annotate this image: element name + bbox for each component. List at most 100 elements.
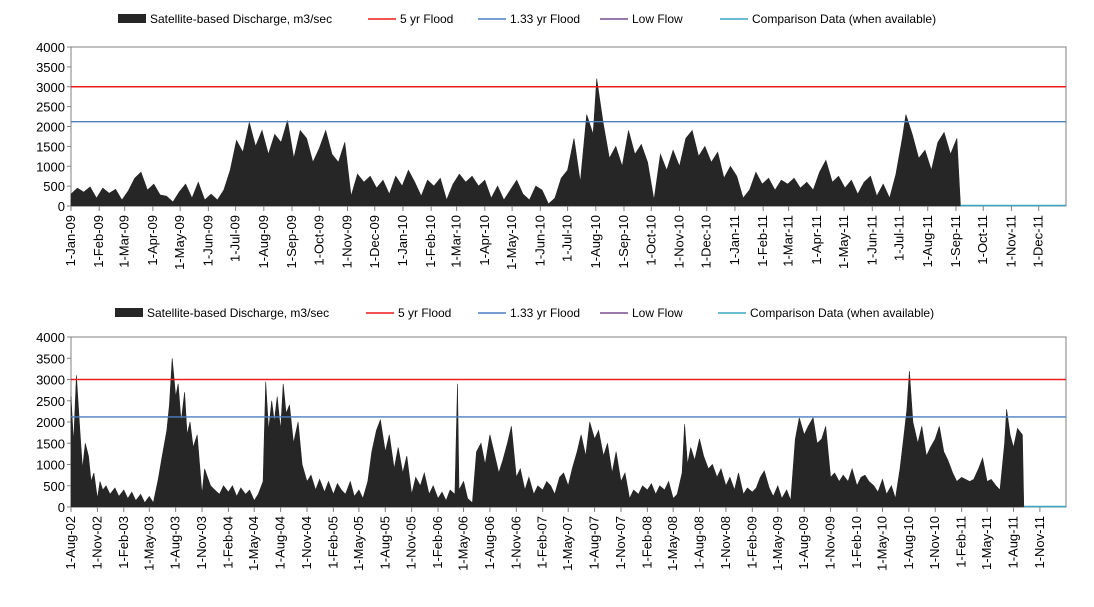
x-tick-label: 1-Oct-09: [311, 215, 326, 266]
x-tick-label: 1-Jun-11: [864, 215, 879, 265]
x-tick-label: 1-Feb-05: [325, 516, 340, 569]
x-tick-label: 1-Feb-09: [91, 215, 106, 268]
x-axis: 1-Jan-09 1-Feb-09 1-Mar-09 1-Apr-09 1-May-09…: [63, 206, 1046, 270]
series-discharge: [70, 78, 961, 207]
y-tick-label: 2500: [36, 394, 65, 409]
y-tick-label: 1000: [36, 458, 65, 473]
y-tick-label: 1500: [36, 139, 65, 154]
y-tick-label: 0: [58, 500, 65, 515]
legend-label: 5 yr Flood: [400, 12, 453, 26]
legend-label: Satellite-based Discharge, m3/sec: [150, 12, 332, 26]
x-tick-label: 1-Mar-11: [781, 215, 796, 267]
y-tick-label: 4000: [36, 330, 65, 345]
legend-label: Comparison Data (when available): [752, 12, 936, 26]
legend-swatch: [115, 308, 143, 317]
legend-item-comparison: Comparison Data (when available): [720, 12, 936, 26]
x-tick-label: 1-Mar-09: [117, 215, 132, 268]
x-tick-label: 1-Jan-09: [63, 215, 78, 266]
x-tick-label: 1-Apr-09: [145, 215, 160, 266]
x-tick-label: 1-Dec-09: [367, 215, 382, 268]
x-tick-label: 1-Oct-10: [643, 215, 658, 266]
legend-item-discharge: Satellite-based Discharge, m3/sec: [118, 12, 332, 26]
y-tick-label: 3000: [36, 80, 65, 95]
x-tick-label: 1-Aug-08: [692, 516, 707, 569]
x-tick-label: 1-Aug-10: [588, 215, 603, 268]
x-tick-label: 1-Apr-10: [477, 215, 492, 266]
x-tick-label: 1-Feb-08: [639, 516, 654, 569]
legend-label: 1.33 yr Flood: [510, 12, 580, 26]
x-tick-label: 1-Feb-06: [430, 516, 445, 569]
x-tick-label: 1-Nov-04: [299, 516, 314, 569]
legend-item-flood5: 5 yr Flood: [366, 306, 451, 320]
legend-label: Low Flow: [632, 306, 683, 320]
x-tick-label: 1-Aug-09: [256, 215, 271, 268]
x-tick-label: 1-May-11: [836, 215, 851, 269]
x-tick-label: 1-May-08: [665, 516, 680, 571]
x-tick-label: 1-Nov-03: [194, 516, 209, 569]
x-tick-label: 1-Feb-07: [535, 516, 550, 569]
y-axis: 0 500 1000 1500 2000 2500 3000 3500 4000: [36, 40, 71, 214]
x-tick-label: 1-Nov-09: [823, 516, 838, 569]
x-tick-label: 1-Aug-11: [1006, 516, 1021, 569]
legend-label: 1.33 yr Flood: [510, 306, 580, 320]
x-tick-label: 1-Aug-07: [587, 516, 602, 569]
legend-label: Low Flow: [632, 12, 683, 26]
x-tick-label: 1-Aug-10: [901, 516, 916, 569]
legend: Satellite-based Discharge, m3/sec 5 yr Fl…: [115, 306, 934, 320]
x-tick-label: 1-May-07: [560, 516, 575, 571]
legend-label: 5 yr Flood: [398, 306, 451, 320]
x-tick-label: 1-Feb-11: [755, 215, 770, 267]
y-tick-label: 2000: [36, 120, 65, 135]
x-tick-label: 1-Jun-09: [200, 215, 215, 266]
x-tick-label: 1-Sep-11: [948, 215, 963, 268]
x-tick-label: 1-May-09: [172, 215, 187, 270]
x-tick-label: 1-Mar-10: [449, 215, 464, 268]
x-tick-label: 1-Aug-05: [377, 516, 392, 569]
legend: Satellite-based Discharge, m3/sec 5 yr Fl…: [118, 12, 936, 26]
x-tick-label: 1-Nov-06: [508, 516, 523, 569]
x-tick-label: 1-Nov-10: [927, 516, 942, 569]
x-tick-label: 1-Dec-10: [699, 215, 714, 268]
x-tick-label: 1-Jun-10: [532, 215, 547, 266]
chart-1: Satellite-based Discharge, m3/sec 5 yr Fl…: [36, 12, 1067, 270]
legend-item-flood5: 5 yr Flood: [368, 12, 453, 26]
x-tick-label: 1-May-11: [979, 516, 994, 570]
x-tick-label: 1-Apr-11: [809, 215, 824, 265]
y-tick-label: 3500: [36, 60, 65, 75]
y-tick-label: 3000: [36, 373, 65, 388]
x-tick-label: 1-Nov-11: [1003, 215, 1018, 268]
x-tick-label: 1-Aug-11: [920, 215, 935, 268]
x-tick-label: 1-Nov-09: [339, 215, 354, 268]
y-tick-label: 3500: [36, 351, 65, 366]
legend-label: Satellite-based Discharge, m3/sec: [147, 306, 329, 320]
x-tick-label: 1-May-05: [351, 516, 366, 571]
x-tick-label: 1-Aug-06: [482, 516, 497, 569]
y-axis: 0 500 1000 1500 2000 2500 3000 3500 4000: [36, 330, 71, 515]
x-tick-label: 1-Nov-10: [671, 215, 686, 268]
x-tick-label: 1-May-10: [874, 516, 889, 571]
y-tick-label: 500: [43, 479, 65, 494]
x-tick-label: 1-Nov-11: [1032, 516, 1047, 569]
x-tick-label: 1-Aug-09: [796, 516, 811, 569]
legend-item-comparison: Comparison Data (when available): [718, 306, 934, 320]
legend-item-discharge: Satellite-based Discharge, m3/sec: [115, 306, 329, 320]
x-tick-label: 1-Dec-11: [1031, 215, 1046, 268]
x-tick-label: 1-Nov-02: [89, 516, 104, 569]
legend-item-flood133: 1.33 yr Flood: [478, 306, 580, 320]
y-tick-label: 1500: [36, 436, 65, 451]
x-tick-label: 1-Feb-11: [954, 516, 969, 568]
y-tick-label: 2000: [36, 415, 65, 430]
legend-item-lowflow: Low Flow: [600, 306, 683, 320]
legend-label: Comparison Data (when available): [750, 306, 934, 320]
legend-swatch: [118, 14, 146, 23]
x-tick-label: 1-Sep-10: [616, 215, 631, 268]
y-tick-label: 500: [43, 179, 65, 194]
x-tick-label: 1-May-10: [504, 215, 519, 270]
x-tick-label: 1-Feb-09: [744, 516, 759, 569]
x-tick-label: 1-Oct-11: [975, 215, 990, 265]
x-tick-label: 1-Aug-03: [168, 516, 183, 569]
x-tick-label: 1-Feb-04: [220, 516, 235, 569]
x-tick-label: 1-Jan-10: [395, 215, 410, 266]
x-tick-label: 1-May-03: [141, 516, 156, 571]
y-tick-label: 1000: [36, 159, 65, 174]
